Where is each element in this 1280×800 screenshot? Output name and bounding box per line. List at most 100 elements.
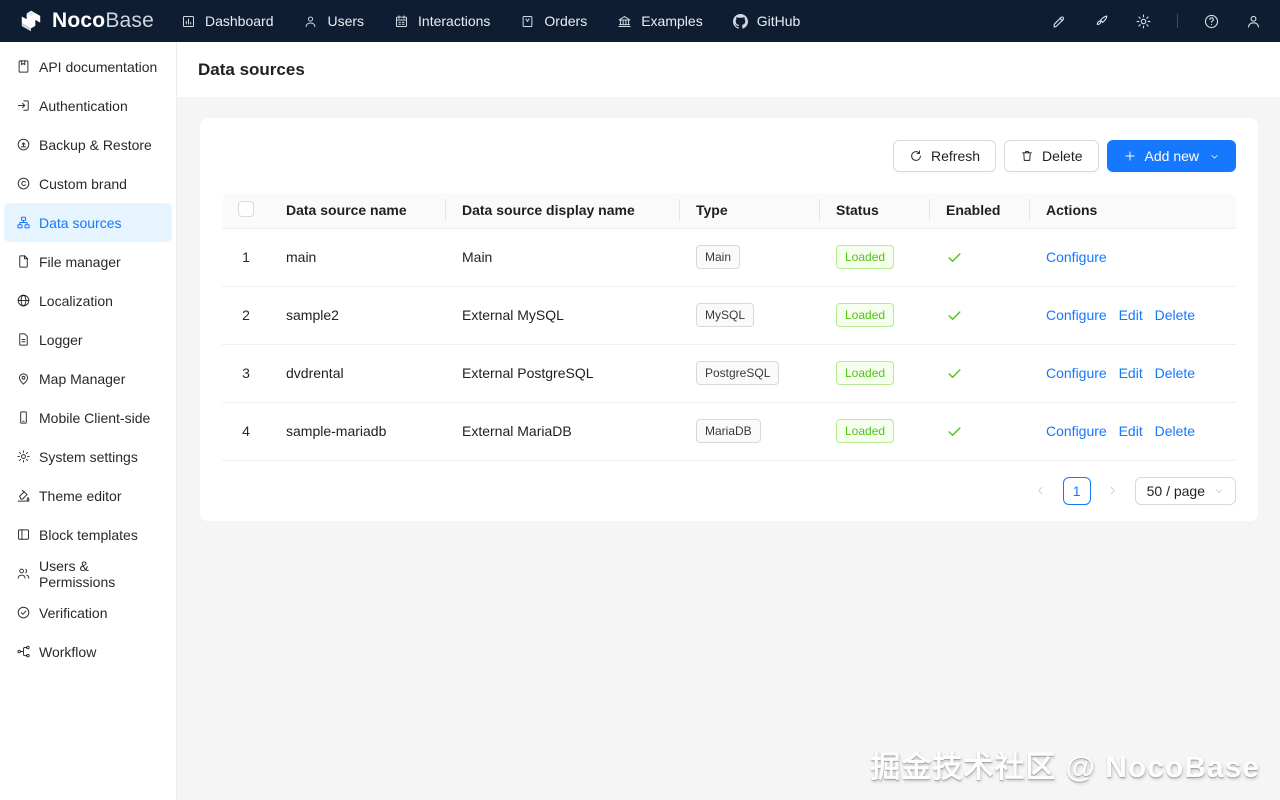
gear-icon[interactable] xyxy=(1135,13,1152,30)
cell-display-name: External MySQL xyxy=(446,286,680,345)
help-circle-icon[interactable] xyxy=(1203,13,1220,30)
user-avatar-icon[interactable] xyxy=(1245,13,1262,30)
workflow-icon xyxy=(17,645,30,658)
row-index[interactable]: 3 xyxy=(222,344,270,403)
row-index[interactable]: 4 xyxy=(222,402,270,461)
chevron-right-icon xyxy=(1110,486,1115,495)
page-header: Data sources xyxy=(177,42,1280,97)
column-header-actions: Actions xyxy=(1030,193,1236,229)
nav-label: Orders xyxy=(544,13,588,29)
sidebar-item-file-manager[interactable]: File manager xyxy=(4,242,172,281)
table-toolbar: Refresh Delete Add new xyxy=(222,140,1236,172)
select-all-checkbox[interactable] xyxy=(238,200,254,217)
row-index[interactable]: 1 xyxy=(222,228,270,287)
cell-display-name: External MariaDB xyxy=(446,402,680,461)
type-tag: Main xyxy=(696,245,741,269)
sidebar-item-authentication[interactable]: Authentication xyxy=(4,86,172,125)
page-size-label: 50 / page xyxy=(1146,482,1205,499)
delete-link[interactable]: Delete xyxy=(1154,423,1196,439)
row-index[interactable]: 2 xyxy=(222,286,270,345)
calendar-check-icon xyxy=(396,14,408,27)
configure-link[interactable]: Configure xyxy=(1046,307,1107,323)
sidebar-item-localization[interactable]: Localization xyxy=(4,281,172,320)
nav-item-examples[interactable]: Examples xyxy=(617,13,703,29)
content-area: Refresh Delete Add new xyxy=(177,97,1280,800)
layout-icon xyxy=(18,529,29,540)
delete-link[interactable]: Delete xyxy=(1154,307,1196,323)
refresh-button[interactable]: Refresh xyxy=(893,140,997,172)
nav-label: Interactions xyxy=(418,13,491,29)
gear-icon xyxy=(17,450,30,463)
nav-item-dashboard[interactable]: Dashboard xyxy=(181,13,273,29)
sidebar-item-system-settings[interactable]: System settings xyxy=(4,437,172,476)
delete-label: Delete xyxy=(1042,148,1083,164)
status-tag: Loaded xyxy=(836,303,895,327)
nocobase-logo[interactable]: NocoBase xyxy=(18,8,154,34)
configure-link[interactable]: Configure xyxy=(1046,365,1107,381)
nav-item-orders[interactable]: Orders xyxy=(520,13,587,29)
sidebar-item-label: API documentation xyxy=(39,58,158,75)
enabled-check-icon xyxy=(948,252,961,262)
next-page-button[interactable] xyxy=(1099,477,1127,505)
top-navbar: NocoBase Dashboard Users Interactions Or… xyxy=(0,0,1280,42)
plugin-settings-sidebar: API documentation Authentication Backup … xyxy=(0,42,177,800)
nav-item-users[interactable]: Users xyxy=(303,13,364,29)
login-icon xyxy=(18,100,29,111)
page-title: Data sources xyxy=(198,59,305,79)
cluster-icon xyxy=(17,216,30,229)
refresh-label: Refresh xyxy=(931,148,981,164)
reload-icon xyxy=(911,150,921,161)
logo-text: NocoBase xyxy=(52,9,154,32)
sidebar-item-workflow[interactable]: Workflow xyxy=(4,632,172,671)
add-new-button[interactable]: Add new xyxy=(1106,140,1236,172)
cell-display-name: External PostgreSQL xyxy=(446,344,680,403)
sidebar-item-verification[interactable]: Verification xyxy=(4,593,172,632)
sidebar-item-label: Map Manager xyxy=(39,370,126,387)
configure-link[interactable]: Configure xyxy=(1046,249,1107,265)
sidebar-item-map-manager[interactable]: Map Manager xyxy=(4,359,172,398)
chevron-left-icon xyxy=(1038,486,1043,495)
page-size-select[interactable]: 50 / page xyxy=(1134,476,1236,505)
table-row: 2 sample2 External MySQL MySQL Loaded Co… xyxy=(222,286,1236,345)
sidebar-item-theme-editor[interactable]: Theme editor xyxy=(4,476,172,515)
nav-item-interactions[interactable]: Interactions xyxy=(394,13,490,29)
page-number-button[interactable]: 1 xyxy=(1062,476,1091,505)
sidebar-item-label: Logger xyxy=(39,331,83,348)
column-header-display-name: Data source display name xyxy=(446,193,680,229)
sidebar-item-label: Users & Permissions xyxy=(39,557,116,590)
type-tag: MySQL xyxy=(696,303,755,327)
edit-link[interactable]: Edit xyxy=(1118,423,1143,439)
column-header-type: Type xyxy=(680,193,820,229)
edit-link[interactable]: Edit xyxy=(1118,365,1143,381)
cell-name: sample2 xyxy=(270,286,446,345)
file-text-icon xyxy=(19,333,28,346)
delete-link[interactable]: Delete xyxy=(1154,365,1196,381)
sidebar-item-backup-restore[interactable]: Backup & Restore xyxy=(4,125,172,164)
nav-item-github[interactable]: GitHub xyxy=(732,13,800,29)
nav-label: Users xyxy=(327,13,365,29)
configure-link[interactable]: Configure xyxy=(1046,423,1107,439)
column-header-status: Status xyxy=(820,193,930,229)
sidebar-item-label: Backup & Restore xyxy=(39,136,152,153)
book-icon xyxy=(18,60,29,73)
bar-chart-icon xyxy=(182,15,194,27)
sidebar-item-data-sources[interactable]: Data sources xyxy=(4,203,172,242)
sidebar-item-label: Verification xyxy=(39,604,108,621)
chevron-down-icon xyxy=(1211,154,1218,158)
column-header-name: Data source name xyxy=(270,193,446,229)
data-sources-table: Data source name Data source display nam… xyxy=(222,193,1236,461)
mobile-icon xyxy=(20,411,27,424)
sidebar-item-api-documentation[interactable]: API documentation xyxy=(4,47,172,86)
sidebar-item-mobile-client-side[interactable]: Mobile Client-side xyxy=(4,398,172,437)
column-header-enabled: Enabled xyxy=(930,193,1030,229)
edit-link[interactable]: Edit xyxy=(1118,307,1143,323)
paint-brush-icon[interactable] xyxy=(1093,13,1110,30)
highlighter-icon[interactable] xyxy=(1051,13,1068,30)
delete-button[interactable]: Delete xyxy=(1004,140,1099,172)
sidebar-item-block-templates[interactable]: Block templates xyxy=(4,515,172,554)
sidebar-item-logger[interactable]: Logger xyxy=(4,320,172,359)
prev-page-button[interactable] xyxy=(1027,477,1055,505)
sidebar-item-custom-brand[interactable]: Custom brand xyxy=(4,164,172,203)
enabled-check-icon xyxy=(948,426,961,436)
sidebar-item-users-permissions[interactable]: Users & Permissions xyxy=(4,554,172,593)
